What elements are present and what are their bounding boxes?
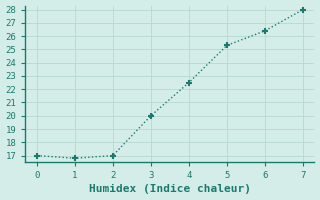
X-axis label: Humidex (Indice chaleur): Humidex (Indice chaleur): [89, 184, 251, 194]
